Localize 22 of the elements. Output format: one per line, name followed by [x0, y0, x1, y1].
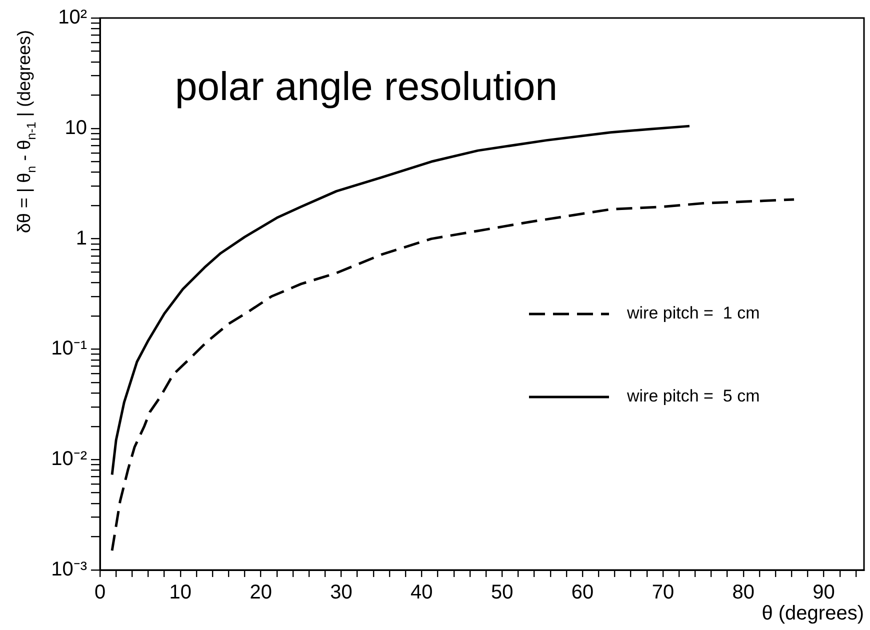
x-tick-label: 60: [571, 582, 594, 604]
x-tick-label: 10: [169, 582, 192, 604]
x-tick-label: 70: [652, 582, 674, 604]
x-tick-label: 0: [94, 582, 106, 604]
x-tick-label: 80: [732, 582, 754, 604]
text: polar angle resolution: [175, 65, 558, 109]
legend-label: wire pitch = 1 cm: [626, 304, 760, 323]
y-tick-label: 10⁻³: [51, 558, 88, 581]
x-tick-label: 50: [490, 582, 514, 604]
x-axis-title: θ (degrees): [762, 602, 864, 625]
y-tick-label: 10: [64, 116, 87, 139]
y-axis-title: δθ = | θn - θn-1 | (degrees): [14, 30, 38, 234]
legend-label: wire pitch = 5 cm: [626, 386, 760, 406]
x-tick-label: 90: [812, 582, 835, 604]
y-tick-label: 10²: [58, 6, 88, 29]
x-tick-label: 20: [250, 582, 272, 604]
x-tick-label: 30: [330, 582, 352, 604]
y-tick-label: 1: [76, 227, 87, 250]
y-tick-label: 10⁻²: [51, 448, 88, 470]
line-series: [110, 198, 796, 552]
x-tick-label: 40: [410, 582, 433, 604]
y-tick-label: 10⁻¹: [51, 338, 88, 360]
